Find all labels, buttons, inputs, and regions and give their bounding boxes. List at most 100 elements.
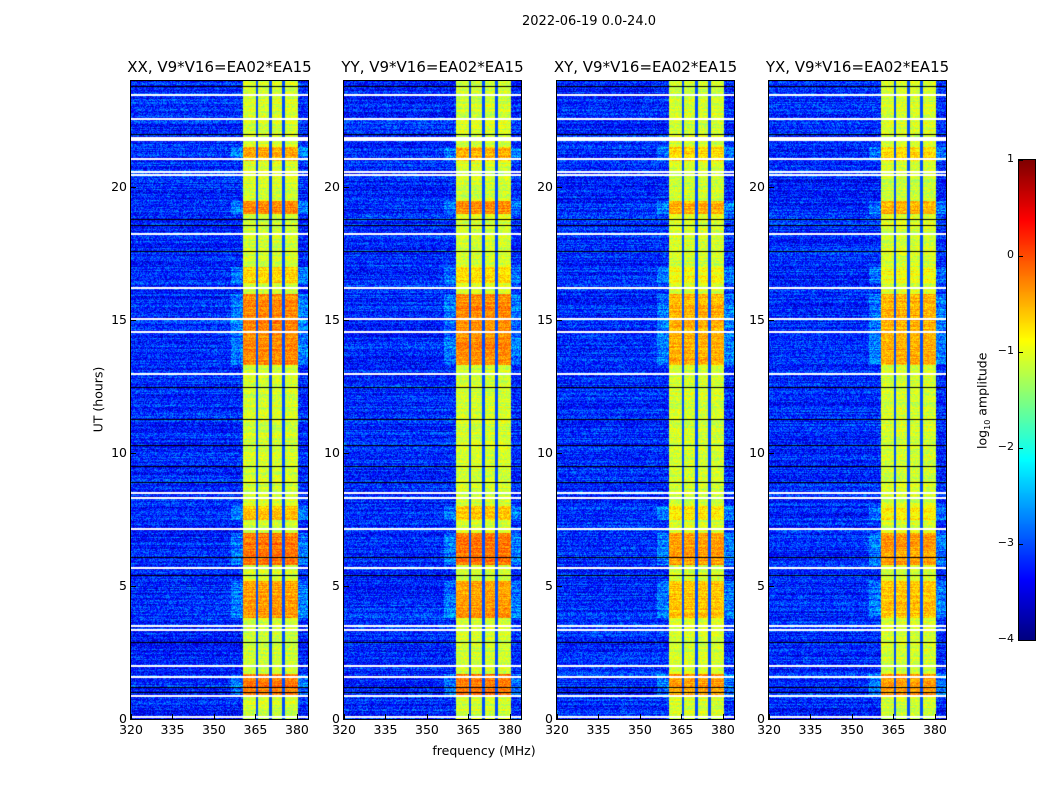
- y-tick-label: 10: [324, 445, 340, 461]
- colorbar-tick-label: −3: [997, 536, 1014, 549]
- colorbar: [1018, 159, 1036, 641]
- colorbar-tick-mark: [1019, 160, 1023, 161]
- x-tick-label: 350: [840, 722, 864, 737]
- x-tick-mark: [385, 714, 387, 719]
- x-tick-mark: [131, 714, 132, 719]
- y-tick-mark: [557, 187, 562, 189]
- colorbar-tick-label: 1: [1007, 152, 1014, 165]
- heatmap-panel: [130, 80, 309, 720]
- colorbar-tick-mark: [1019, 448, 1023, 449]
- y-tick-mark: [769, 453, 774, 455]
- x-tick-mark: [426, 714, 428, 719]
- x-tick-label: 320: [119, 722, 143, 737]
- x-tick-label: 350: [628, 722, 652, 737]
- heatmap-image: [769, 81, 946, 719]
- y-tick-mark: [557, 453, 562, 455]
- y-tick-label: 5: [119, 578, 127, 594]
- colorbar-tick-label: −4: [997, 632, 1014, 645]
- y-tick-label: 20: [324, 179, 340, 195]
- colorbar-tick-label: −1: [997, 344, 1014, 357]
- colorbar-tick-mark: [1019, 352, 1023, 353]
- x-tick-mark: [722, 714, 724, 719]
- y-tick-label: 20: [749, 179, 765, 195]
- y-tick-mark: [557, 320, 562, 322]
- x-tick-label: 380: [498, 722, 522, 737]
- y-tick-label: 15: [537, 312, 553, 328]
- x-tick-mark: [557, 714, 558, 719]
- x-tick-mark: [255, 714, 257, 719]
- x-tick-label: 350: [202, 722, 226, 737]
- x-tick-label: 365: [669, 722, 694, 737]
- y-tick-mark: [131, 719, 136, 720]
- y-tick-mark: [131, 187, 136, 189]
- heatmap-panel: [343, 80, 522, 720]
- x-tick-label: 335: [798, 722, 823, 737]
- x-tick-mark: [769, 714, 770, 719]
- y-tick-mark: [344, 320, 349, 322]
- x-tick-mark: [296, 714, 298, 719]
- y-tick-mark: [557, 719, 562, 720]
- x-tick-mark: [681, 714, 683, 719]
- y-tick-mark: [769, 320, 774, 322]
- y-tick-label: 0: [332, 711, 340, 726]
- x-tick-label: 350: [415, 722, 439, 737]
- y-tick-label: 0: [757, 711, 765, 726]
- x-tick-mark: [851, 714, 853, 719]
- y-tick-mark: [344, 719, 349, 720]
- y-tick-label: 10: [537, 445, 553, 461]
- panel-title: XY, V9*V16=EA02*EA15: [553, 58, 738, 76]
- panel-title: XX, V9*V16=EA02*EA15: [127, 58, 312, 76]
- x-tick-mark: [639, 714, 641, 719]
- colorbar-tick-mark: [1019, 544, 1023, 545]
- x-tick-label: 335: [586, 722, 611, 737]
- x-tick-label: 320: [757, 722, 781, 737]
- y-tick-label: 20: [537, 179, 553, 195]
- colorbar-label-text: amplitude: [974, 352, 990, 420]
- colorbar-tick-label: −2: [997, 440, 1014, 453]
- panel-title: YY, V9*V16=EA02*EA15: [341, 58, 524, 76]
- x-tick-label: 365: [881, 722, 906, 737]
- y-tick-label: 5: [545, 578, 553, 594]
- y-tick-mark: [344, 187, 349, 189]
- x-tick-label: 365: [243, 722, 268, 737]
- y-tick-mark: [131, 453, 136, 455]
- colorbar-label-log: log: [974, 429, 990, 449]
- x-tick-label: 380: [711, 722, 735, 737]
- heatmap-image: [131, 81, 308, 719]
- x-tick-mark: [810, 714, 812, 719]
- x-tick-mark: [598, 714, 600, 719]
- y-tick-mark: [769, 187, 774, 189]
- y-tick-mark: [344, 453, 349, 455]
- y-tick-label: 15: [324, 312, 340, 328]
- x-tick-mark: [468, 714, 470, 719]
- x-tick-label: 380: [923, 722, 947, 737]
- y-tick-label: 5: [332, 578, 340, 594]
- x-axis-label: frequency (MHz): [432, 743, 536, 758]
- x-tick-mark: [934, 714, 936, 719]
- x-tick-mark: [344, 714, 345, 719]
- x-tick-mark: [893, 714, 895, 719]
- colorbar-label-sub: 10: [982, 419, 992, 430]
- heatmap-image: [557, 81, 734, 719]
- x-tick-label: 365: [456, 722, 481, 737]
- y-tick-label: 10: [749, 445, 765, 461]
- figure-suptitle: 2022-06-19 0.0-24.0: [522, 14, 656, 29]
- y-tick-label: 0: [545, 711, 553, 726]
- y-tick-mark: [131, 586, 136, 588]
- x-tick-label: 335: [373, 722, 398, 737]
- colorbar-gradient: [1019, 160, 1035, 640]
- x-tick-label: 335: [160, 722, 185, 737]
- heatmap-panel: [768, 80, 947, 720]
- colorbar-label: log10 amplitude: [974, 336, 992, 466]
- y-tick-label: 10: [111, 445, 127, 461]
- y-tick-label: 15: [749, 312, 765, 328]
- colorbar-tick-label: 0: [1007, 248, 1014, 261]
- y-tick-mark: [344, 586, 349, 588]
- y-tick-mark: [769, 719, 774, 720]
- x-tick-mark: [509, 714, 511, 719]
- heatmap-image: [344, 81, 521, 719]
- y-tick-label: 0: [119, 711, 127, 726]
- y-tick-mark: [131, 320, 136, 322]
- y-tick-mark: [557, 586, 562, 588]
